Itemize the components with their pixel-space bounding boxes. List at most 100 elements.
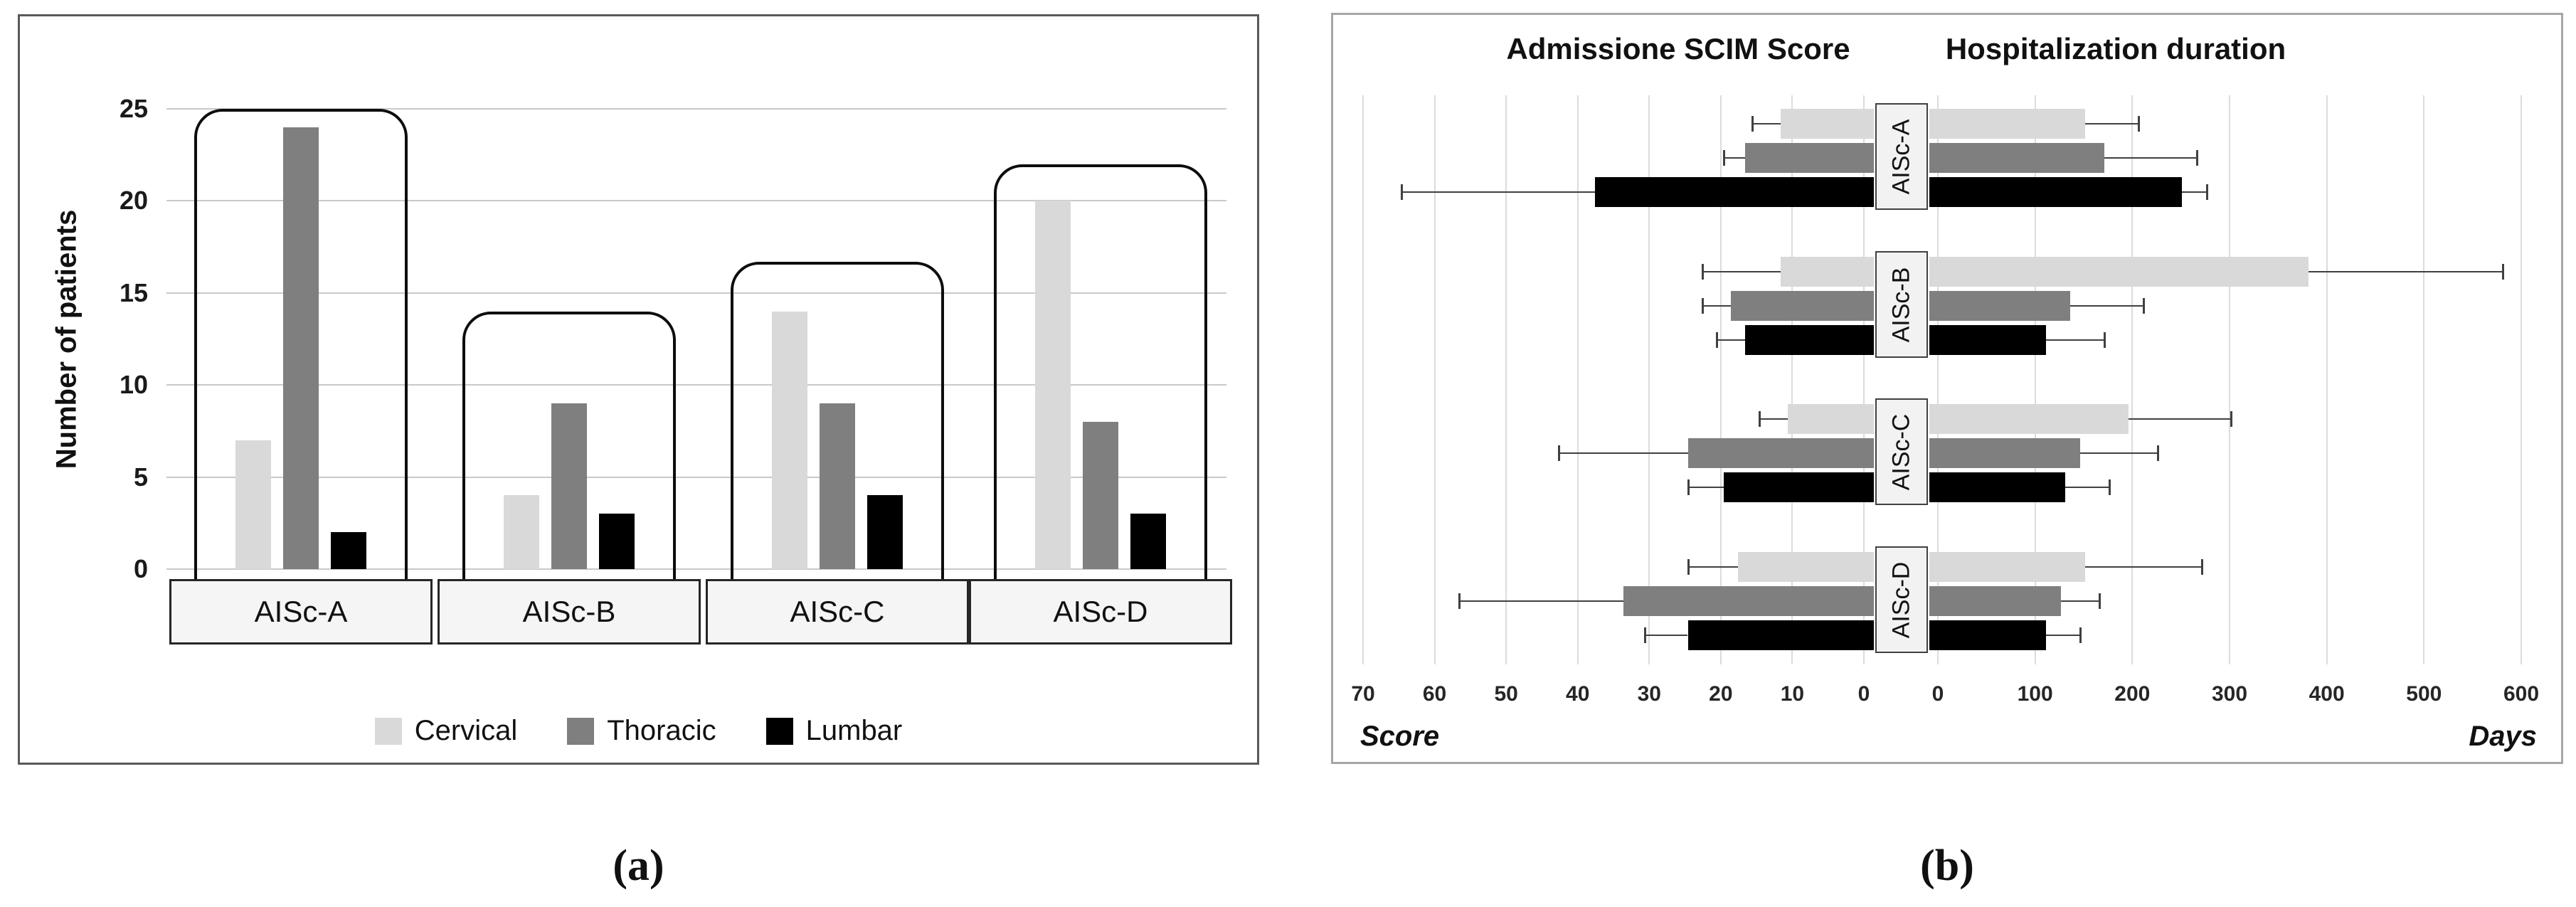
error-bar-cap — [2502, 264, 2505, 280]
bar-thoracic-aisc-d — [1083, 421, 1118, 569]
category-label-aisc-d: AISc-D — [1875, 546, 1928, 653]
error-bar-cap — [2079, 627, 2082, 643]
error-bar — [1687, 487, 1724, 488]
y-tick-label: 25 — [119, 94, 148, 123]
error-bar — [1702, 305, 1731, 307]
gridline — [1791, 95, 1793, 664]
score-bar-cervical-aisc-c — [1788, 404, 1874, 434]
legend-swatch-cervical — [374, 717, 402, 745]
error-bar — [2065, 487, 2109, 488]
error-bar-cap — [2104, 332, 2106, 348]
category-label-text: AISc-C — [1887, 413, 1915, 490]
error-bar — [2046, 339, 2104, 341]
x-tick-label: 10 — [1780, 682, 1805, 706]
gridline — [166, 108, 1226, 110]
gridline — [1648, 95, 1650, 664]
bar-cervical-aisc-d — [1035, 201, 1071, 569]
panel-a-label: (a) — [613, 842, 664, 890]
legend-label: Thoracic — [607, 715, 716, 746]
legend-label: Cervical — [414, 715, 518, 746]
legend-item-cervical: Cervical — [374, 715, 518, 747]
legend-swatch-thoracic — [567, 717, 595, 745]
score-bar-cervical-aisc-d — [1737, 552, 1874, 582]
error-bar-cap — [1687, 559, 1690, 575]
bar-thoracic-aisc-c — [820, 403, 855, 569]
error-bar — [2182, 191, 2207, 193]
bar-lumbar-aisc-c — [867, 495, 903, 569]
panel-b-plot-area: 70 60 50 40 30 20 10 0 0 100 200 300 400 500 600 AISc-A… — [1333, 15, 2561, 762]
gridline — [166, 292, 1226, 294]
gridline — [2229, 95, 2230, 664]
error-bar-cap — [1401, 184, 1404, 200]
error-bar — [2046, 635, 2080, 636]
y-tick-label: 5 — [133, 462, 148, 492]
days-bar-thoracic-aisc-a — [1929, 143, 2104, 173]
y-tick-label: 15 — [119, 277, 148, 307]
x-tick-label: 0 — [1857, 682, 1870, 706]
days-bar-lumbar-aisc-b — [1929, 325, 2046, 355]
error-bar-cap — [2137, 116, 2140, 132]
category-label-aisc-a: AISc-A — [169, 579, 433, 645]
days-bar-cervical-aisc-b — [1929, 257, 2309, 287]
score-bar-cervical-aisc-b — [1781, 257, 1874, 287]
gridline — [166, 200, 1226, 202]
left-axis-unit-label: Score — [1360, 721, 1440, 752]
category-label-aisc-d: AISc-D — [969, 579, 1232, 645]
x-tick-label: 400 — [2309, 682, 2345, 706]
error-bar-cap — [1701, 264, 1704, 280]
error-bar-cap — [1701, 298, 1704, 314]
x-tick-label: 500 — [2406, 682, 2442, 706]
error-bar — [2309, 271, 2503, 272]
legend: Cervical Thoracic Lumbar — [20, 715, 1257, 747]
score-bar-lumbar-aisc-c — [1723, 472, 1874, 502]
error-bar — [2060, 600, 2100, 602]
gridline — [2326, 95, 2328, 664]
gridline — [2034, 95, 2036, 664]
gridline — [1505, 95, 1507, 664]
gridline — [1937, 95, 1939, 664]
days-bar-thoracic-aisc-b — [1929, 291, 2071, 321]
error-bar — [1401, 191, 1595, 193]
legend-label: Lumbar — [805, 715, 903, 746]
y-tick-label: 0 — [133, 554, 148, 583]
error-bar-cap — [2108, 479, 2111, 495]
error-bar-cap — [1458, 593, 1461, 609]
error-bar — [1458, 600, 1623, 602]
days-bar-thoracic-aisc-c — [1929, 438, 2080, 468]
days-bar-cervical-aisc-a — [1929, 109, 2085, 139]
error-bar-cap — [1759, 411, 1761, 427]
x-tick-label: 300 — [2211, 682, 2248, 706]
score-bar-lumbar-aisc-b — [1744, 325, 1874, 355]
error-bar — [1645, 635, 1688, 636]
days-bar-thoracic-aisc-d — [1929, 586, 2061, 616]
right-chart-title: Hospitalization duration — [1945, 32, 2286, 65]
category-label-aisc-c: AISc-C — [706, 579, 969, 645]
legend-swatch-lumbar — [765, 717, 793, 745]
error-bar — [2104, 157, 2197, 159]
y-tick-label: 20 — [119, 186, 148, 216]
error-bar-cap — [2200, 559, 2203, 575]
error-bar-cap — [2230, 411, 2232, 427]
x-tick-label: 0 — [1931, 682, 1944, 706]
gridline — [2423, 95, 2425, 664]
gridline — [2521, 95, 2522, 664]
error-bar — [1752, 123, 1781, 124]
x-tick-label: 40 — [1566, 682, 1590, 706]
error-bar-cap — [2142, 298, 2145, 314]
bar-lumbar-aisc-a — [331, 532, 366, 569]
bar-cervical-aisc-c — [772, 311, 807, 569]
days-bar-lumbar-aisc-d — [1929, 620, 2046, 650]
gridline — [1576, 95, 1579, 664]
score-bar-thoracic-aisc-c — [1687, 438, 1874, 468]
category-label-aisc-c: AISc-C — [1875, 398, 1928, 505]
panel-a-patient-count-chart: Number of patients 0 5 10 15 20 25 AISc-A AISc-… — [18, 14, 1259, 765]
bar-thoracic-aisc-b — [551, 403, 587, 569]
error-bar-cap — [2195, 150, 2198, 166]
bar-lumbar-aisc-d — [1130, 514, 1166, 569]
days-bar-cervical-aisc-d — [1929, 552, 2085, 582]
error-bar — [1723, 157, 1745, 159]
category-label-aisc-b: AISc-B — [438, 579, 701, 645]
gridline — [1362, 95, 1364, 664]
error-bar-cap — [2099, 593, 2101, 609]
legend-item-lumbar: Lumbar — [765, 715, 903, 747]
